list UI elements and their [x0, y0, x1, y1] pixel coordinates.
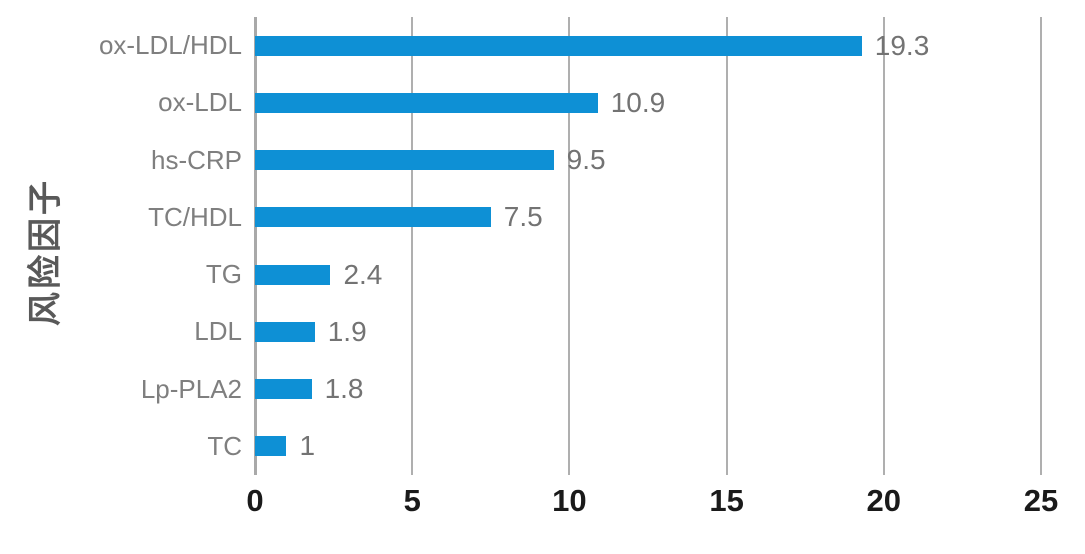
- gridline-x-25: [1040, 17, 1042, 475]
- bar-ox-LDL: [255, 92, 598, 113]
- value-label: 9.5: [566, 144, 606, 176]
- bar-row: 9.5: [255, 132, 1041, 189]
- bar-TC: [255, 436, 287, 457]
- value-label: 1.9: [327, 315, 367, 347]
- value-label: 1: [299, 430, 316, 462]
- gridline-x-10: [568, 17, 571, 475]
- value-label: 19.3: [874, 29, 930, 61]
- bar-row: 19.3: [255, 17, 1041, 74]
- category-label-TG: TG: [205, 259, 242, 289]
- bar-row: 1.9: [255, 303, 1041, 360]
- bar-ox-LDL/HDL: [255, 35, 862, 56]
- category-label-LDL: LDL: [194, 316, 242, 347]
- plot-area: 19.3 10.9 9.5 7.5 2.4 1.9 1.8 1: [254, 17, 1042, 475]
- bar-row: 7.5: [255, 189, 1041, 246]
- value-label: 7.5: [503, 201, 543, 233]
- x-tick-label-25: 25: [1023, 483, 1059, 518]
- category-label-Lp-PLA2: Lp-PLA2: [140, 373, 242, 404]
- category-label-ox-LDL: ox-LDL: [158, 87, 242, 118]
- value-label: 10.9: [610, 86, 666, 118]
- bar-row: 1.8: [255, 361, 1041, 418]
- gridline-x-15: [725, 17, 728, 475]
- gridline-x-20: [882, 17, 885, 475]
- value-label: 1.8: [324, 373, 364, 405]
- category-label-hs-CRP: hs-CRP: [150, 144, 242, 175]
- x-tick-label-0: 0: [246, 483, 264, 518]
- x-tick-label-20: 20: [866, 483, 902, 518]
- category-label-TC/HDL: TC/HDL: [148, 201, 242, 232]
- bar-row: 10.9: [255, 74, 1041, 131]
- x-tick-label-15: 15: [709, 483, 744, 518]
- value-label: 2.4: [343, 258, 383, 290]
- y-axis-line: [254, 17, 257, 475]
- bar-Lp-PLA2: [255, 379, 312, 400]
- bar-row: 2.4: [255, 246, 1041, 303]
- category-label-ox-LDL/HDL: ox-LDL/HDL: [98, 30, 242, 60]
- bar-LDL: [255, 321, 315, 342]
- bar-hs-CRP: [255, 150, 554, 171]
- bar-TG: [255, 264, 331, 285]
- bar-row: 1: [255, 418, 1041, 475]
- category-label-TC: TC: [207, 430, 242, 461]
- bar-TC/HDL: [255, 207, 491, 228]
- x-tick-label-5: 5: [403, 483, 421, 518]
- gridline-x-5: [411, 17, 414, 475]
- x-tick-label-10: 10: [552, 483, 587, 518]
